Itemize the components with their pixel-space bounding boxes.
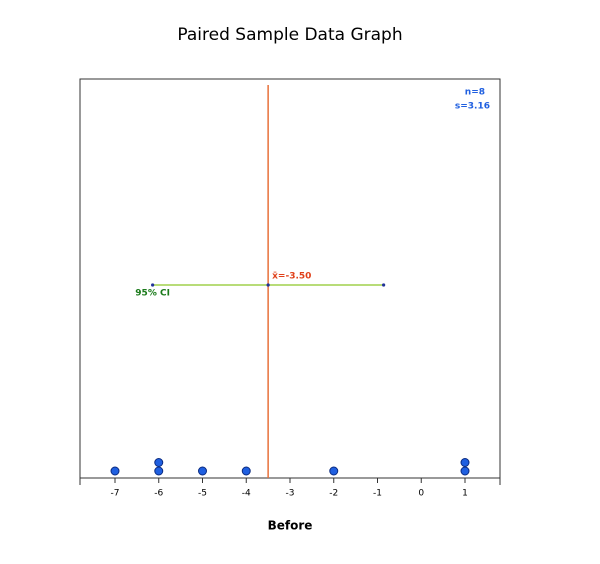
- data-point: [460, 458, 470, 467]
- x-axis-label: Before: [268, 519, 313, 533]
- data-point: [198, 466, 207, 476]
- x-tick-label: 0: [418, 489, 424, 499]
- n-label: n=8: [465, 88, 485, 98]
- x-tick-label: -6: [154, 489, 163, 499]
- ci-lower-end: [151, 283, 155, 287]
- x-tick-label: -2: [329, 489, 338, 499]
- data-point: [154, 466, 164, 476]
- s-label: s=3.16: [455, 102, 490, 112]
- x-tick-label: 1: [462, 489, 468, 499]
- x-tick-label: -3: [286, 489, 295, 499]
- mean-label: x̄=-3.50: [272, 272, 311, 282]
- data-point: [241, 466, 251, 476]
- data-point: [154, 458, 164, 467]
- ci-upper-end: [382, 283, 386, 287]
- data-point: [460, 466, 470, 476]
- chart-title: Paired Sample Data Graph: [177, 25, 402, 45]
- x-tick-label: -7: [111, 489, 120, 499]
- x-tick-label: -4: [242, 489, 251, 499]
- x-tick-label: -1: [373, 489, 382, 499]
- data-point: [110, 466, 120, 476]
- ci-label: 95% CI: [135, 289, 170, 299]
- data-point: [329, 466, 339, 476]
- x-tick-label: -5: [198, 489, 207, 499]
- mean-point: [266, 283, 270, 287]
